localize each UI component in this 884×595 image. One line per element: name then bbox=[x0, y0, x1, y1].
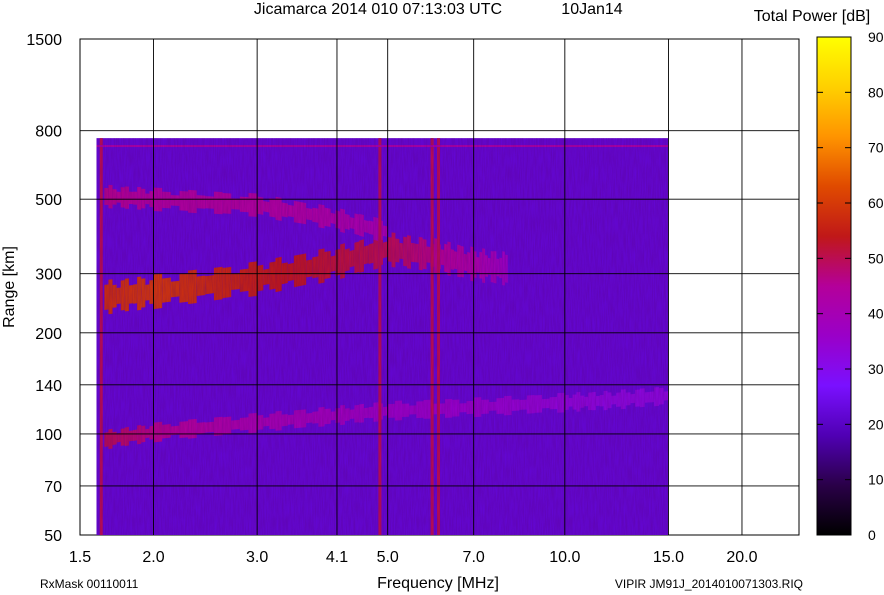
colorbar-tick-label: 0 bbox=[868, 527, 876, 543]
colorbar-tick-label: 80 bbox=[868, 84, 884, 100]
x-axis-label: Frequency [MHz] bbox=[377, 575, 499, 592]
colorbar-tick-label: 40 bbox=[868, 306, 884, 322]
x-axis-ticks: 1.5 2.0 3.0 4.1 5.0 7.0 10.0 15.0 20.0 bbox=[69, 549, 758, 566]
x-tick-label: 5.0 bbox=[377, 549, 399, 566]
colorbar-tick-label: 60 bbox=[868, 195, 884, 211]
y-tick-label: 200 bbox=[35, 326, 62, 343]
colorbar-ticks: 90 80 70 60 50 40 30 20 10 0 bbox=[817, 29, 884, 543]
x-tick-label: 20.0 bbox=[726, 549, 757, 566]
x-tick-label: 7.0 bbox=[463, 549, 485, 566]
colorbar-tick-label: 50 bbox=[868, 250, 884, 266]
y-tick-label: 70 bbox=[44, 479, 62, 496]
x-tick-label: 3.0 bbox=[246, 549, 268, 566]
grid-layer bbox=[80, 39, 799, 535]
colorbar-label: Total Power [dB] bbox=[754, 8, 871, 25]
heatmap-noise bbox=[96, 138, 669, 535]
y-tick-label: 140 bbox=[35, 378, 62, 395]
x-tick-label: 1.5 bbox=[69, 549, 91, 566]
colorbar bbox=[816, 36, 852, 536]
y-axis-ticks: 50 70 100 140 200 300 500 800 1500 bbox=[26, 32, 62, 545]
y-tick-label: 50 bbox=[44, 528, 62, 545]
chart-title: Jicamarca 2014 010 07:13:03 UTC bbox=[254, 1, 502, 18]
colorbar-tick-label: 10 bbox=[868, 472, 884, 488]
y-tick-label: 100 bbox=[35, 427, 62, 444]
heatmap-layer bbox=[96, 138, 669, 535]
y-tick-label: 1500 bbox=[26, 32, 62, 49]
chart-date: 10Jan14 bbox=[561, 1, 622, 18]
colorbar-tick-label: 90 bbox=[868, 29, 884, 45]
y-tick-label: 500 bbox=[35, 192, 62, 209]
x-tick-label: 15.0 bbox=[653, 549, 684, 566]
x-tick-label: 2.0 bbox=[142, 549, 164, 566]
x-tick-label: 4.1 bbox=[326, 549, 348, 566]
colorbar-tick-label: 20 bbox=[868, 416, 884, 432]
y-axis-label: Range [km] bbox=[1, 246, 18, 328]
colorbar-tick-label: 70 bbox=[868, 140, 884, 156]
y-tick-label: 300 bbox=[35, 267, 62, 284]
colorbar-tick-label: 30 bbox=[868, 361, 884, 377]
y-tick-label: 800 bbox=[35, 124, 62, 141]
footer-right: VIPIR JM91J_2014010071303.RIQ bbox=[615, 577, 803, 591]
footer-left: RxMask 00110011 bbox=[40, 577, 139, 591]
x-tick-label: 10.0 bbox=[549, 549, 580, 566]
